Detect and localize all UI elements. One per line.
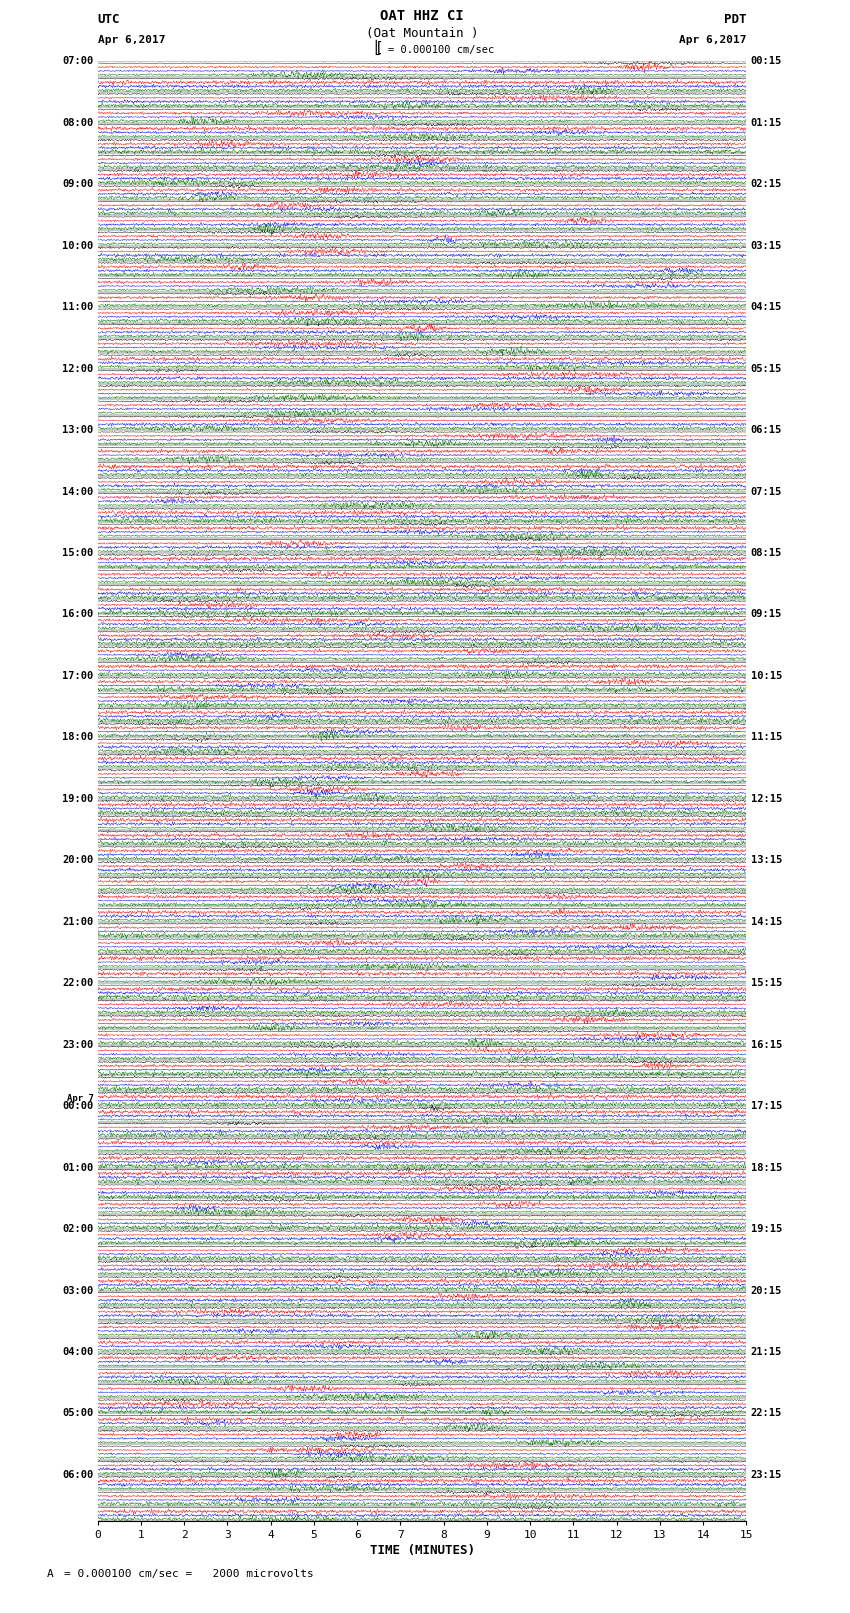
Text: 14:15: 14:15 (751, 916, 782, 927)
Text: = 0.000100 cm/sec =   2000 microvolts: = 0.000100 cm/sec = 2000 microvolts (64, 1569, 314, 1579)
Text: 17:15: 17:15 (751, 1102, 782, 1111)
Text: 07:15: 07:15 (751, 487, 782, 497)
Text: 18:00: 18:00 (62, 732, 94, 742)
Text: 15:00: 15:00 (62, 548, 94, 558)
Text: 10:15: 10:15 (751, 671, 782, 681)
Text: 17:00: 17:00 (62, 671, 94, 681)
Text: 11:00: 11:00 (62, 302, 94, 313)
Text: 18:15: 18:15 (751, 1163, 782, 1173)
Text: 10:00: 10:00 (62, 240, 94, 250)
Text: 23:00: 23:00 (62, 1040, 94, 1050)
Text: 04:15: 04:15 (751, 302, 782, 313)
Text: Apr 6,2017: Apr 6,2017 (98, 35, 165, 45)
Text: ⎣: ⎣ (374, 40, 381, 55)
Text: 09:15: 09:15 (751, 610, 782, 619)
Text: 03:15: 03:15 (751, 240, 782, 250)
Text: 00:00: 00:00 (62, 1102, 94, 1111)
Text: 13:00: 13:00 (62, 426, 94, 436)
Text: 19:15: 19:15 (751, 1224, 782, 1234)
Text: Apr 6,2017: Apr 6,2017 (679, 35, 746, 45)
Text: [: [ (375, 40, 383, 55)
Text: 09:00: 09:00 (62, 179, 94, 189)
Text: 12:15: 12:15 (751, 794, 782, 803)
Text: 02:00: 02:00 (62, 1224, 94, 1234)
Text: 04:00: 04:00 (62, 1347, 94, 1357)
Text: 16:00: 16:00 (62, 610, 94, 619)
Text: 22:15: 22:15 (751, 1408, 782, 1418)
Text: 16:15: 16:15 (751, 1040, 782, 1050)
Text: 22:00: 22:00 (62, 977, 94, 989)
Text: 00:15: 00:15 (751, 56, 782, 66)
Text: 20:15: 20:15 (751, 1286, 782, 1295)
Text: Apr 7: Apr 7 (66, 1094, 94, 1103)
Text: OAT HHZ CI: OAT HHZ CI (380, 8, 464, 23)
Text: 19:00: 19:00 (62, 794, 94, 803)
Text: 12:00: 12:00 (62, 363, 94, 374)
Text: 11:15: 11:15 (751, 732, 782, 742)
Text: 02:15: 02:15 (751, 179, 782, 189)
Text: 15:15: 15:15 (751, 977, 782, 989)
Text: 08:15: 08:15 (751, 548, 782, 558)
Text: UTC: UTC (98, 13, 120, 26)
Text: 08:00: 08:00 (62, 118, 94, 127)
Text: 14:00: 14:00 (62, 487, 94, 497)
Text: 13:15: 13:15 (751, 855, 782, 865)
Text: 07:00: 07:00 (62, 56, 94, 66)
Text: 06:00: 06:00 (62, 1469, 94, 1481)
Text: 20:00: 20:00 (62, 855, 94, 865)
Text: 23:15: 23:15 (751, 1469, 782, 1481)
Text: 01:00: 01:00 (62, 1163, 94, 1173)
X-axis label: TIME (MINUTES): TIME (MINUTES) (370, 1544, 474, 1557)
Text: A: A (47, 1569, 54, 1579)
Text: PDT: PDT (724, 13, 746, 26)
Text: 01:15: 01:15 (751, 118, 782, 127)
Text: (Oat Mountain ): (Oat Mountain ) (366, 27, 479, 40)
Text: 21:00: 21:00 (62, 916, 94, 927)
Text: = 0.000100 cm/sec: = 0.000100 cm/sec (388, 45, 495, 55)
Text: 05:15: 05:15 (751, 363, 782, 374)
Text: 21:15: 21:15 (751, 1347, 782, 1357)
Text: 06:15: 06:15 (751, 426, 782, 436)
Text: 03:00: 03:00 (62, 1286, 94, 1295)
Text: 05:00: 05:00 (62, 1408, 94, 1418)
